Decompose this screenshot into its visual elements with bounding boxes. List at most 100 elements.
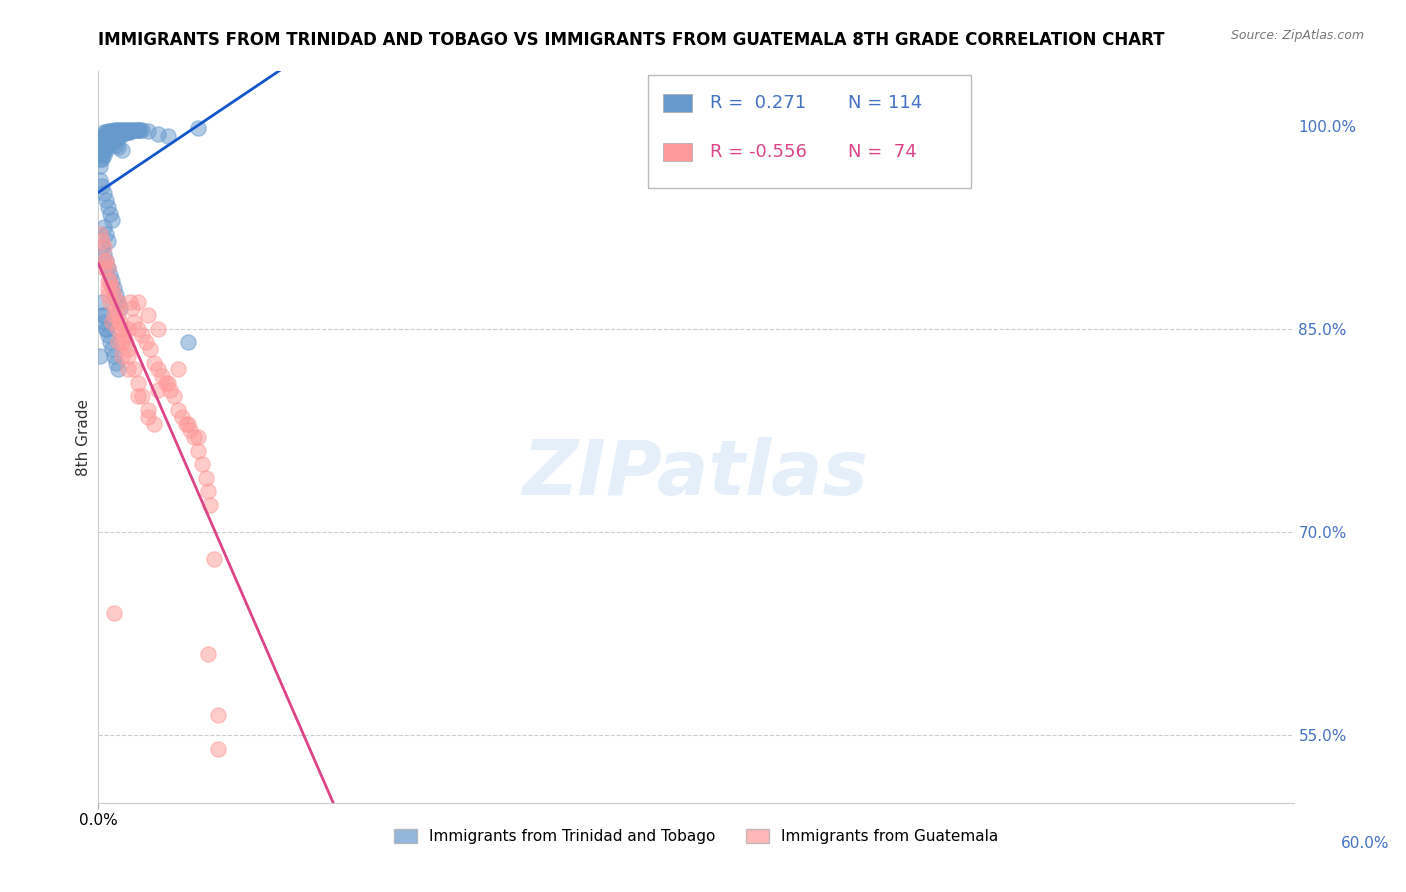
Point	[127, 376, 149, 390]
Point	[107, 130, 129, 145]
Point	[115, 335, 138, 350]
Point	[111, 349, 134, 363]
Point	[179, 423, 201, 437]
Point	[105, 355, 128, 369]
Legend: Immigrants from Trinidad and Tobago, Immigrants from Guatemala: Immigrants from Trinidad and Tobago, Imm…	[388, 822, 1004, 850]
Point	[91, 308, 114, 322]
Point	[111, 128, 134, 142]
Point	[131, 328, 153, 343]
Point	[111, 322, 134, 336]
Point	[124, 362, 146, 376]
Point	[177, 335, 200, 350]
Point	[131, 122, 153, 136]
Point	[107, 335, 129, 350]
Point	[97, 281, 120, 295]
Point	[97, 135, 120, 149]
Point	[93, 315, 115, 329]
Point	[105, 128, 128, 142]
Point	[93, 247, 115, 261]
Point	[105, 301, 128, 316]
Point	[120, 294, 142, 309]
Point	[197, 484, 219, 499]
Point	[98, 127, 122, 141]
Point	[112, 125, 135, 139]
Point	[89, 159, 111, 173]
Point	[110, 122, 132, 136]
Point	[125, 122, 148, 136]
Point	[91, 143, 114, 157]
Point	[143, 355, 166, 369]
Point	[93, 132, 115, 146]
Point	[117, 349, 139, 363]
Text: R = -0.556: R = -0.556	[710, 143, 807, 161]
Point	[117, 125, 139, 139]
Point	[93, 240, 115, 254]
Point	[107, 294, 129, 309]
Point	[115, 125, 138, 139]
Point	[157, 129, 180, 144]
Point	[135, 335, 157, 350]
Point	[98, 129, 122, 144]
Point	[97, 274, 120, 288]
Point	[91, 240, 114, 254]
Point	[105, 125, 128, 139]
Point	[110, 125, 132, 139]
Point	[111, 335, 134, 350]
Point	[172, 409, 194, 424]
Point	[93, 135, 115, 149]
Point	[96, 254, 118, 268]
Point	[127, 122, 149, 136]
Point	[89, 132, 111, 146]
Point	[103, 288, 125, 302]
Point	[101, 342, 124, 356]
Point	[103, 281, 125, 295]
Point	[101, 315, 124, 329]
Text: N = 114: N = 114	[848, 94, 922, 112]
Bar	[662, 94, 692, 112]
Point	[93, 143, 115, 157]
Point	[117, 122, 139, 136]
Point	[97, 139, 120, 153]
Point	[191, 457, 214, 471]
Point	[98, 124, 122, 138]
Point	[198, 498, 221, 512]
Point	[107, 125, 129, 139]
Text: 60.0%: 60.0%	[1341, 836, 1389, 851]
Point	[174, 417, 197, 431]
Point	[197, 647, 219, 661]
Point	[127, 122, 149, 136]
Point	[101, 129, 124, 144]
Point	[120, 122, 142, 136]
Point	[110, 301, 132, 316]
Point	[97, 129, 120, 144]
Text: ZIPatlas: ZIPatlas	[523, 437, 869, 510]
Point	[110, 315, 132, 329]
Point	[96, 139, 118, 153]
Point	[93, 139, 115, 153]
Point	[96, 322, 118, 336]
Point	[187, 443, 209, 458]
Point	[111, 143, 134, 157]
Point	[91, 148, 114, 162]
Point	[117, 362, 139, 376]
Point	[117, 125, 139, 139]
Point	[129, 122, 152, 136]
Point	[177, 417, 200, 431]
Point	[89, 145, 111, 160]
Point	[97, 200, 120, 214]
Point	[98, 135, 122, 149]
Point	[143, 417, 166, 431]
Point	[139, 342, 162, 356]
Point	[91, 179, 114, 194]
Point	[101, 274, 124, 288]
Point	[148, 322, 170, 336]
Point	[167, 362, 190, 376]
Point	[93, 186, 115, 201]
Point	[101, 281, 124, 295]
Point	[96, 135, 118, 149]
Point	[112, 122, 135, 136]
Point	[136, 409, 159, 424]
Point	[111, 122, 134, 136]
Point	[96, 227, 118, 241]
Point	[121, 122, 143, 136]
